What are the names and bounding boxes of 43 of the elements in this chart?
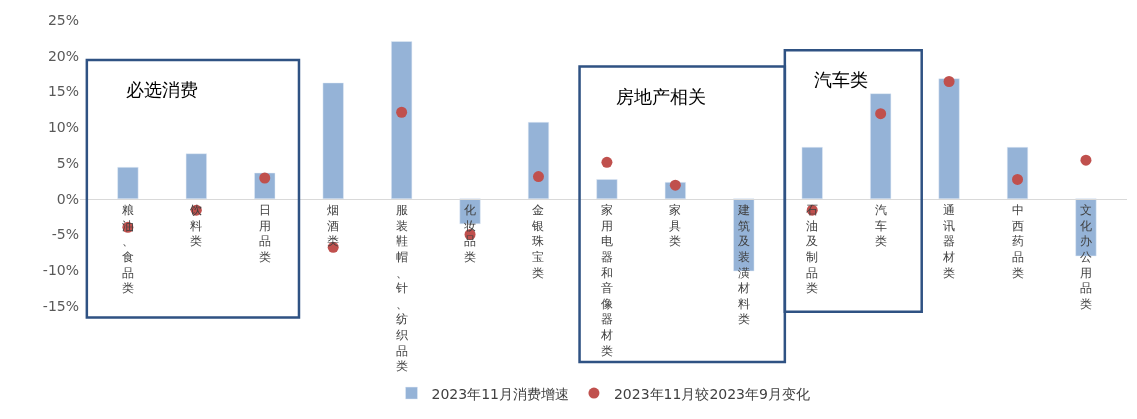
legend-label: 2023年11月消费增速 bbox=[431, 385, 569, 402]
x-tick-label: 粮油、食品类 bbox=[121, 203, 134, 296]
legend-label: 2023年11月较2023年9月变化 bbox=[613, 385, 810, 402]
annotation: 房地产相关 bbox=[616, 86, 706, 107]
bar bbox=[185, 153, 207, 199]
bar bbox=[870, 93, 892, 199]
point bbox=[1012, 173, 1024, 185]
y-tick-label: 0% bbox=[56, 190, 79, 207]
annotation: 必选消费 bbox=[126, 79, 198, 100]
x-tick-label: 汽车类 bbox=[874, 203, 887, 249]
point bbox=[259, 172, 271, 184]
y-tick-label: 25% bbox=[47, 11, 79, 28]
bar bbox=[322, 82, 344, 199]
y-tick-label: -15% bbox=[42, 297, 79, 314]
point bbox=[532, 171, 544, 183]
x-tick-label: 日用品类 bbox=[258, 203, 271, 264]
y-tick-label: -5% bbox=[51, 226, 79, 243]
bar bbox=[801, 147, 823, 199]
bar bbox=[938, 78, 960, 199]
point bbox=[601, 156, 613, 168]
x-tick-label: 中西药品类 bbox=[1011, 203, 1024, 280]
category-label: 服装鞋帽、针、纺织品类 bbox=[395, 203, 408, 374]
bar bbox=[596, 179, 618, 199]
annotation: 汽车类 bbox=[814, 69, 868, 90]
x-tick-label: 通讯器材类 bbox=[942, 203, 956, 280]
bar bbox=[117, 167, 139, 199]
point bbox=[396, 106, 408, 118]
bar bbox=[391, 41, 413, 199]
x-tick-label: 文化办公用品类 bbox=[1079, 203, 1092, 311]
bar bbox=[1007, 147, 1029, 199]
y-tick-label: 20% bbox=[47, 47, 79, 64]
y-tick-label: -10% bbox=[42, 262, 79, 279]
y-tick-label: 5% bbox=[56, 154, 79, 171]
point bbox=[1080, 154, 1092, 166]
x-tick-label: 建筑及装潢材料类 bbox=[736, 203, 750, 327]
x-tick-label: 金银珠宝类 bbox=[531, 203, 545, 280]
category-label: 家用电器和音像器材类 bbox=[600, 203, 613, 358]
point bbox=[943, 75, 955, 87]
y-tick-label: 10% bbox=[47, 119, 79, 136]
bar bbox=[527, 122, 549, 199]
point bbox=[875, 108, 887, 120]
x-tick-label: 家具类 bbox=[669, 203, 682, 249]
y-tick-label: 15% bbox=[47, 83, 79, 100]
